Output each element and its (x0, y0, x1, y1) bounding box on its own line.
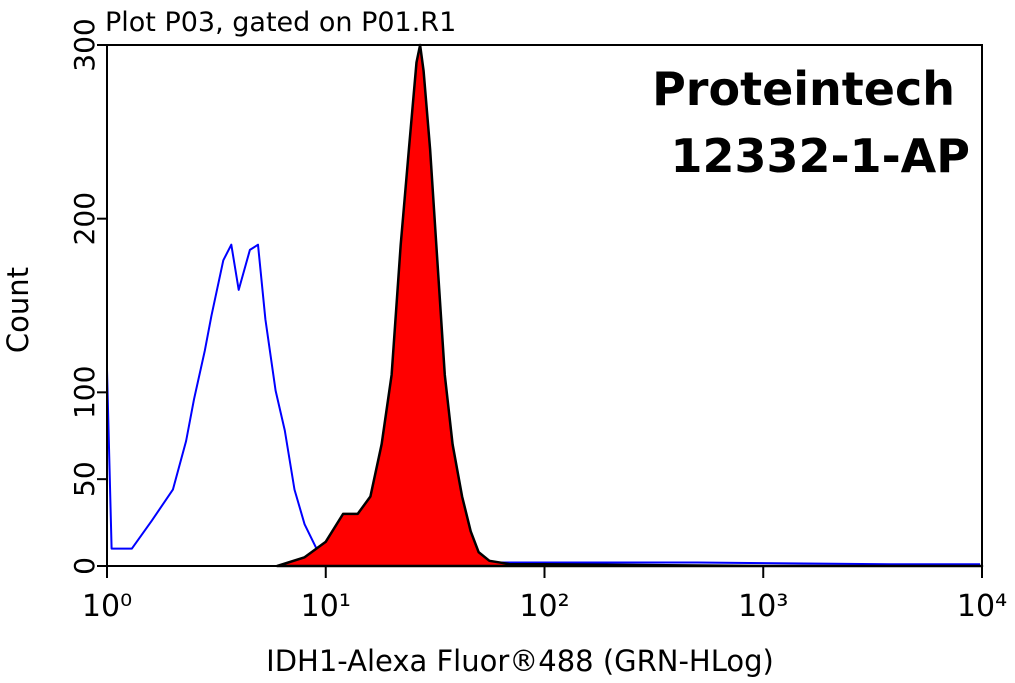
y-axis-label: Count (1, 267, 35, 353)
chart-title: Plot P03, gated on P01.R1 (105, 7, 456, 38)
y-tick-label: 300 (68, 18, 101, 71)
histogram-series (106, 243, 981, 566)
x-axis-label: IDH1-Alexa Fluor®488 (GRN-HLog) (266, 644, 774, 678)
y-tick-label: 0 (68, 557, 101, 575)
x-tick-label: 10² (519, 589, 569, 624)
x-tick-label: 10³ (738, 589, 788, 624)
x-tick-label: 10¹ (301, 589, 351, 624)
x-tick-label: 10⁰ (82, 589, 132, 624)
annotation: Proteintech (652, 62, 955, 116)
x-tick-label: 10⁴ (957, 589, 1007, 624)
annotation: 12332-1-AP (670, 129, 970, 183)
histogram-series (275, 43, 984, 568)
y-tick-label: 200 (68, 192, 101, 245)
plot-frame (106, 44, 983, 567)
y-tick-label: 50 (68, 461, 101, 497)
y-tick-label: 100 (68, 366, 101, 419)
